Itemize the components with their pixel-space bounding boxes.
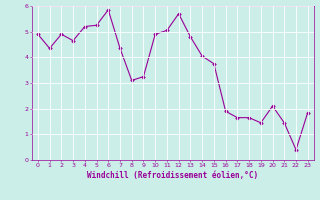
X-axis label: Windchill (Refroidissement éolien,°C): Windchill (Refroidissement éolien,°C) — [87, 171, 258, 180]
